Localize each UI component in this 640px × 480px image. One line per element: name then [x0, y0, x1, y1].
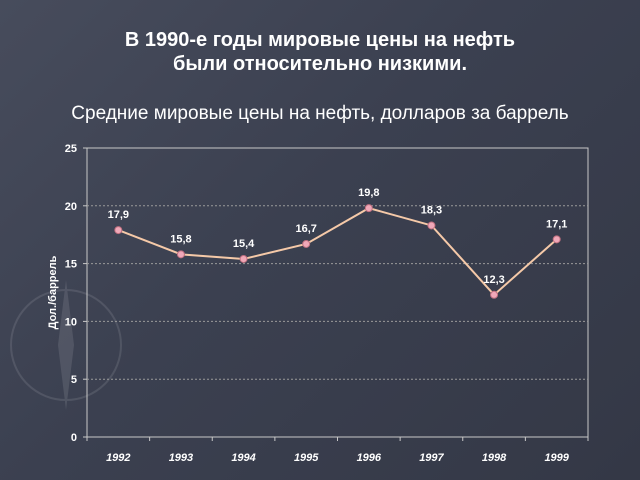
y-tick-label: 10 — [65, 316, 77, 328]
x-tick-label: 1997 — [419, 452, 444, 464]
x-tick-label: 1998 — [482, 452, 507, 464]
x-tick-label: 1992 — [106, 452, 130, 464]
data-point — [239, 254, 248, 263]
data-point — [364, 204, 373, 213]
slide-title-line-1: В 1990-е годы мировые цены на нефть — [124, 29, 516, 51]
data-point — [176, 250, 185, 259]
x-tick-label: 1999 — [544, 452, 569, 464]
data-label: 19,8 — [358, 187, 379, 199]
data-point — [427, 221, 436, 230]
slide-title-line-2: были относительно низкими. — [173, 53, 467, 75]
data-label: 18,3 — [421, 204, 442, 216]
y-tick-label: 25 — [65, 143, 77, 155]
slide-title: В 1990-е годы мировые цены на нефть были… — [0, 28, 640, 76]
x-tick-label: 1994 — [231, 452, 255, 464]
data-point — [114, 226, 123, 235]
data-label: 12,3 — [483, 274, 504, 286]
data-label: 16,7 — [295, 223, 316, 235]
y-tick-label: 15 — [65, 259, 77, 271]
series-line — [117, 207, 558, 297]
plot-area — [86, 147, 589, 438]
y-tick-label: 0 — [71, 432, 77, 444]
data-label: 17,1 — [546, 218, 567, 230]
data-point — [302, 239, 311, 248]
y-axis-label: Дол./баррель — [47, 255, 59, 329]
x-tick-label: 1993 — [169, 452, 193, 464]
x-tick-label: 1996 — [357, 452, 382, 464]
data-label: 15,4 — [233, 238, 255, 250]
x-tick-label: 1995 — [294, 452, 319, 464]
data-label: 15,8 — [170, 233, 191, 245]
data-point — [552, 235, 561, 244]
chart-subtitle: Средние мировые цены на нефть, долларов … — [71, 103, 569, 124]
data-point — [490, 290, 499, 299]
y-tick-label: 5 — [71, 374, 77, 386]
y-tick-label: 20 — [65, 201, 77, 213]
data-label: 17,9 — [108, 209, 129, 221]
